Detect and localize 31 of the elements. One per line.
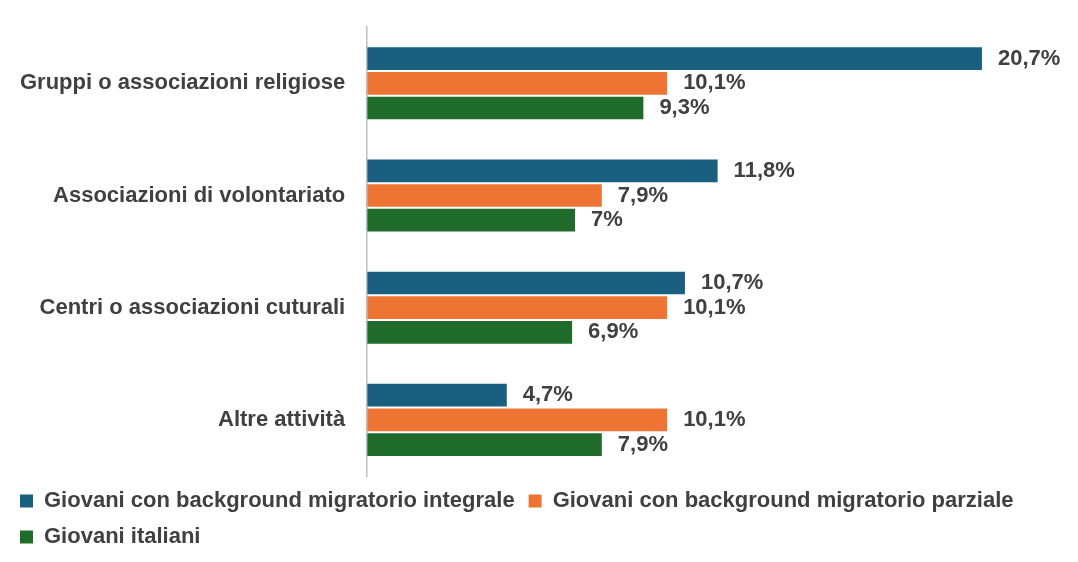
data-label: 10,7% bbox=[700, 269, 764, 295]
data-label: 20,7% bbox=[997, 44, 1061, 70]
y-tick-label: Associazioni di volontariato bbox=[53, 181, 346, 207]
data-label: 11,8% bbox=[733, 156, 795, 182]
data-label: 7,9% bbox=[617, 430, 668, 456]
bar bbox=[367, 433, 602, 456]
bar bbox=[367, 321, 573, 344]
data-label: 7% bbox=[591, 206, 623, 232]
bar bbox=[367, 208, 576, 232]
bar bbox=[367, 271, 685, 295]
y-tick-label: Centri o associazioni cuturali bbox=[39, 293, 346, 319]
y-tick-label: Gruppi o associazioni religiose bbox=[20, 69, 346, 95]
bar bbox=[367, 296, 668, 320]
data-label: 10,1% bbox=[683, 69, 746, 95]
legend-label: Giovani con background migratorio integrale bbox=[44, 487, 515, 513]
bar bbox=[367, 71, 668, 95]
bar bbox=[367, 408, 668, 432]
bar bbox=[367, 383, 507, 407]
legend-label: Giovani italiani bbox=[44, 523, 201, 549]
legend-label: Giovani con background migratorio parziale bbox=[552, 487, 1014, 513]
bar bbox=[367, 47, 982, 70]
data-label: 10,1% bbox=[683, 293, 746, 319]
bar bbox=[367, 184, 602, 207]
data-label: 7,9% bbox=[617, 181, 668, 207]
bar bbox=[367, 159, 718, 183]
data-label: 9,3% bbox=[659, 94, 710, 120]
data-label: 4,7% bbox=[522, 381, 573, 407]
data-label: 6,9% bbox=[588, 318, 639, 344]
y-tick-label: Altre attività bbox=[218, 405, 346, 431]
data-label: 10,1% bbox=[683, 405, 746, 431]
bar bbox=[367, 96, 644, 120]
